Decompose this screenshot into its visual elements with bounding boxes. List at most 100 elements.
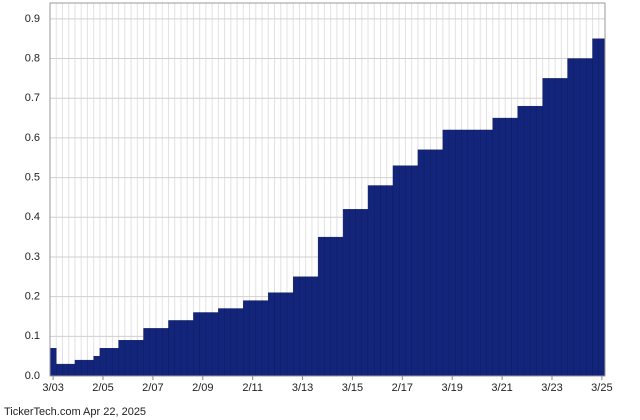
x-tick-label: 3/25 (591, 382, 612, 394)
bar (286, 292, 294, 377)
bar (579, 58, 587, 377)
bar (87, 359, 94, 377)
y-tick-label: 0.7 (25, 92, 40, 104)
bar (105, 348, 113, 377)
bar (492, 117, 500, 377)
x-tick-label: 2/07 (142, 382, 163, 394)
bar (56, 363, 63, 377)
bar (430, 149, 437, 377)
bar (461, 129, 469, 377)
x-tick-label: 2/11 (242, 382, 263, 394)
bar (386, 185, 394, 377)
y-tick-label: 0.2 (25, 291, 40, 303)
bar (342, 209, 350, 377)
bar (130, 340, 138, 377)
bar (536, 105, 543, 377)
bar (180, 320, 188, 377)
y-tick-label: 0.4 (25, 211, 40, 223)
bar (455, 129, 462, 377)
bar (498, 117, 506, 377)
bar (236, 308, 244, 377)
bar (168, 320, 175, 377)
y-tick-label: 0.6 (25, 132, 40, 144)
bar (542, 78, 550, 377)
bar (529, 105, 537, 377)
bar (374, 185, 381, 377)
bar (473, 129, 481, 377)
y-tick-label: 0.3 (25, 251, 40, 263)
bar (399, 165, 406, 377)
bar (99, 348, 107, 377)
bar (467, 129, 475, 377)
bar (592, 38, 599, 377)
bar (523, 105, 531, 377)
bar (573, 58, 581, 377)
bar (361, 209, 369, 377)
bar (324, 236, 331, 377)
bar (486, 129, 493, 377)
bar (199, 312, 207, 377)
bar (49, 348, 57, 377)
bar (598, 38, 606, 377)
bar (124, 340, 132, 377)
bar (174, 320, 182, 377)
bar (317, 236, 325, 377)
bar (411, 165, 419, 377)
bar (193, 312, 200, 377)
bar (249, 300, 256, 377)
x-tick-label: 2/09 (192, 382, 213, 394)
bar (392, 165, 400, 377)
bar (68, 363, 76, 377)
x-tick-label: 3/23 (541, 382, 562, 394)
bar (118, 340, 126, 377)
bar (280, 292, 288, 377)
bar (155, 328, 163, 377)
bar (230, 308, 238, 377)
bar (511, 117, 518, 377)
bar (480, 129, 487, 377)
y-tick-label: 0.5 (25, 172, 40, 184)
y-tick-label: 0.1 (25, 330, 40, 342)
bar (567, 58, 575, 377)
bar (336, 236, 344, 377)
y-tick-label: 0.8 (25, 52, 40, 64)
bar (299, 276, 306, 377)
bar (205, 312, 213, 377)
plot-frame (49, 2, 606, 377)
bar (274, 292, 281, 377)
bar (517, 105, 525, 377)
y-tick-label: 0.0 (25, 370, 40, 382)
bar (293, 276, 300, 377)
bar (330, 236, 338, 377)
bar (186, 320, 194, 377)
bar (93, 355, 101, 377)
bar (137, 340, 144, 377)
x-tick-label: 2/05 (92, 382, 113, 394)
bar (436, 149, 444, 377)
bar (305, 276, 313, 377)
x-tick-label: 3/15 (342, 382, 363, 394)
bar (149, 328, 157, 377)
bar (62, 363, 69, 377)
bar (349, 209, 356, 377)
bar (448, 129, 456, 377)
bar (548, 78, 556, 377)
bar (355, 209, 362, 377)
bar (417, 149, 425, 377)
bar (224, 308, 232, 377)
bar (243, 300, 250, 377)
footer: TickerTech.com Apr 22, 2025 (4, 406, 146, 418)
x-tick-label: 2/17 (392, 382, 413, 394)
bar (80, 359, 88, 377)
bar (162, 328, 169, 377)
bar (561, 78, 568, 377)
bar (423, 149, 431, 377)
bar (554, 78, 562, 377)
bar (74, 359, 82, 377)
bar (218, 308, 225, 377)
y-tick-label: 0.9 (25, 13, 40, 25)
bar (586, 58, 593, 377)
bar (442, 129, 450, 377)
x-tick-label: 3/21 (491, 382, 512, 394)
